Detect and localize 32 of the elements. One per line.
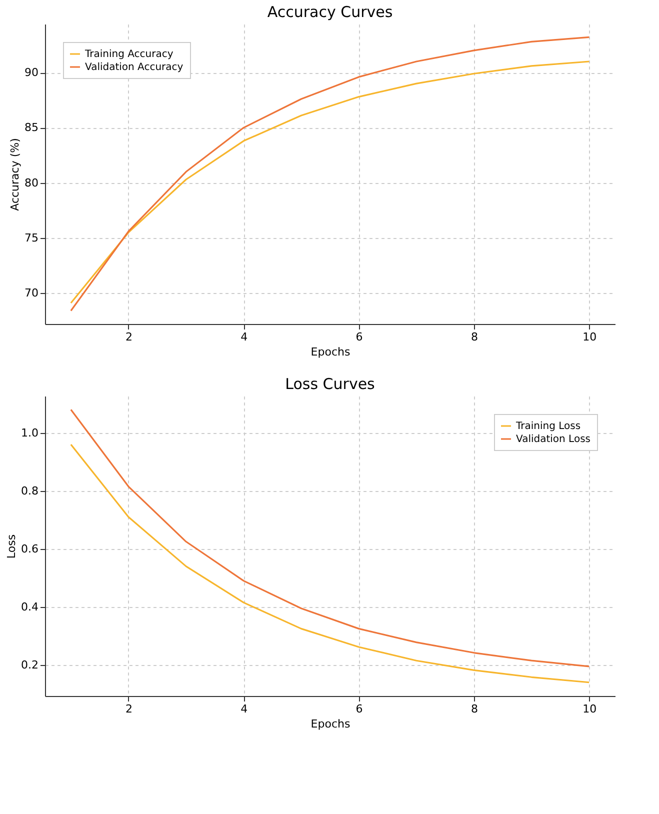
chart-title: Loss Curves xyxy=(285,375,376,393)
legend-label: Training Accuracy xyxy=(84,49,174,60)
y-axis-title: Loss xyxy=(5,534,18,559)
x-axis-title: Epochs xyxy=(310,718,350,730)
y-tick-label: 0.2 xyxy=(21,658,38,672)
x-tick-label: 10 xyxy=(582,330,597,344)
y-tick-label: 75 xyxy=(24,231,38,244)
x-tick-label: 8 xyxy=(470,702,478,716)
y-tick-label: 85 xyxy=(24,121,38,134)
y-axis-title: Accuracy (%) xyxy=(8,138,22,211)
x-tick-label: 10 xyxy=(582,702,597,716)
y-tick-label: 0.8 xyxy=(21,484,38,498)
y-tick-label: 0.4 xyxy=(21,600,38,614)
x-tick-label: 4 xyxy=(240,702,248,716)
legend-label: Validation Accuracy xyxy=(85,62,184,73)
x-tick-label: 6 xyxy=(356,702,363,716)
y-tick-label: 0.6 xyxy=(21,542,38,556)
x-tick-label: 2 xyxy=(125,330,132,344)
legend-label: Validation Loss xyxy=(516,434,590,445)
x-axis-title: Epochs xyxy=(310,346,350,358)
x-tick-label: 6 xyxy=(356,330,363,344)
y-tick-label: 1.0 xyxy=(21,426,38,440)
y-tick-label: 70 xyxy=(24,286,38,300)
x-tick-label: 8 xyxy=(470,330,478,344)
y-tick-label: 90 xyxy=(24,66,38,80)
chart-title: Accuracy Curves xyxy=(267,3,393,21)
y-tick-label: 80 xyxy=(24,176,38,190)
line-series xyxy=(70,408,590,668)
line-series xyxy=(70,444,590,684)
x-tick-label: 4 xyxy=(240,330,248,344)
x-tick-label: 2 xyxy=(125,702,132,716)
legend-label: Training Loss xyxy=(515,421,581,432)
